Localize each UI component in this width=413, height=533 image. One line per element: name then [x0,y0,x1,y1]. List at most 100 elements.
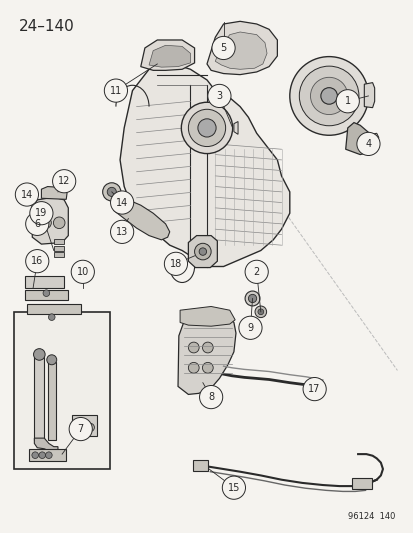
Circle shape [211,36,235,60]
Text: 7: 7 [77,424,84,434]
Text: 16: 16 [31,256,43,266]
Text: 9: 9 [247,323,253,333]
Bar [54,252,64,257]
Circle shape [248,294,256,303]
Circle shape [102,183,121,201]
Polygon shape [140,40,194,70]
Circle shape [164,252,187,276]
Circle shape [222,476,245,499]
Circle shape [47,355,57,365]
Bar [27,304,81,314]
Circle shape [48,314,55,320]
Circle shape [39,452,45,458]
Circle shape [110,191,133,214]
Text: 18: 18 [169,259,182,269]
Polygon shape [178,312,235,394]
Circle shape [310,77,347,115]
Circle shape [110,220,133,244]
Bar [25,290,68,300]
Circle shape [356,132,379,156]
Text: 19: 19 [35,208,47,218]
Polygon shape [206,21,277,75]
Circle shape [335,90,358,113]
Circle shape [86,423,94,432]
Bar [192,460,208,471]
Circle shape [202,362,213,373]
Bar [54,246,64,251]
Circle shape [257,309,263,314]
Text: 24–140: 24–140 [19,19,74,34]
Circle shape [26,212,49,236]
Polygon shape [120,64,289,266]
Text: 13: 13 [116,227,128,237]
Text: 2: 2 [253,267,259,277]
Polygon shape [180,306,235,326]
Circle shape [254,306,266,318]
Text: 15: 15 [227,483,240,492]
Circle shape [45,452,52,458]
Circle shape [32,452,38,458]
Circle shape [194,243,211,260]
Polygon shape [34,438,58,452]
Circle shape [199,385,222,409]
Text: 12: 12 [58,176,70,186]
Text: 96124  140: 96124 140 [347,512,394,521]
Circle shape [181,102,232,154]
Circle shape [40,217,51,229]
Polygon shape [233,122,237,134]
Circle shape [202,342,213,353]
Circle shape [197,119,216,137]
Circle shape [74,423,84,432]
Bar [29,449,66,461]
Polygon shape [34,357,44,440]
Circle shape [104,79,127,102]
Text: 14: 14 [116,198,128,207]
Circle shape [244,260,268,284]
Circle shape [53,217,65,229]
Circle shape [188,109,225,147]
Circle shape [244,291,259,306]
Circle shape [30,201,53,225]
Polygon shape [363,83,374,108]
Text: 17: 17 [308,384,320,394]
Polygon shape [41,187,67,199]
Bar [54,239,64,244]
Circle shape [26,249,49,273]
Circle shape [69,417,92,441]
Circle shape [33,349,45,360]
Circle shape [188,362,199,373]
Circle shape [199,248,206,255]
Text: 3: 3 [216,91,222,101]
Circle shape [320,87,337,104]
Polygon shape [112,198,169,240]
Circle shape [71,260,94,284]
Bar [72,415,97,436]
Circle shape [289,56,368,135]
Circle shape [15,183,38,206]
Polygon shape [370,133,378,143]
Text: 1: 1 [344,96,350,106]
Circle shape [52,169,76,193]
Circle shape [299,66,358,126]
Circle shape [302,377,325,401]
Text: 5: 5 [220,43,226,53]
Bar [25,276,64,288]
Circle shape [188,342,199,353]
Bar [351,478,371,489]
Text: 8: 8 [208,392,214,402]
Text: 10: 10 [76,267,89,277]
Polygon shape [149,45,190,67]
Text: 11: 11 [109,86,122,95]
Text: 4: 4 [365,139,370,149]
Polygon shape [215,32,266,69]
Circle shape [107,187,116,197]
Polygon shape [345,123,374,155]
Circle shape [43,290,50,296]
Text: 6: 6 [34,219,40,229]
Text: 14: 14 [21,190,33,199]
Circle shape [207,84,230,108]
Polygon shape [188,236,217,268]
Polygon shape [47,362,56,440]
Polygon shape [32,197,68,244]
Bar [14,312,109,469]
